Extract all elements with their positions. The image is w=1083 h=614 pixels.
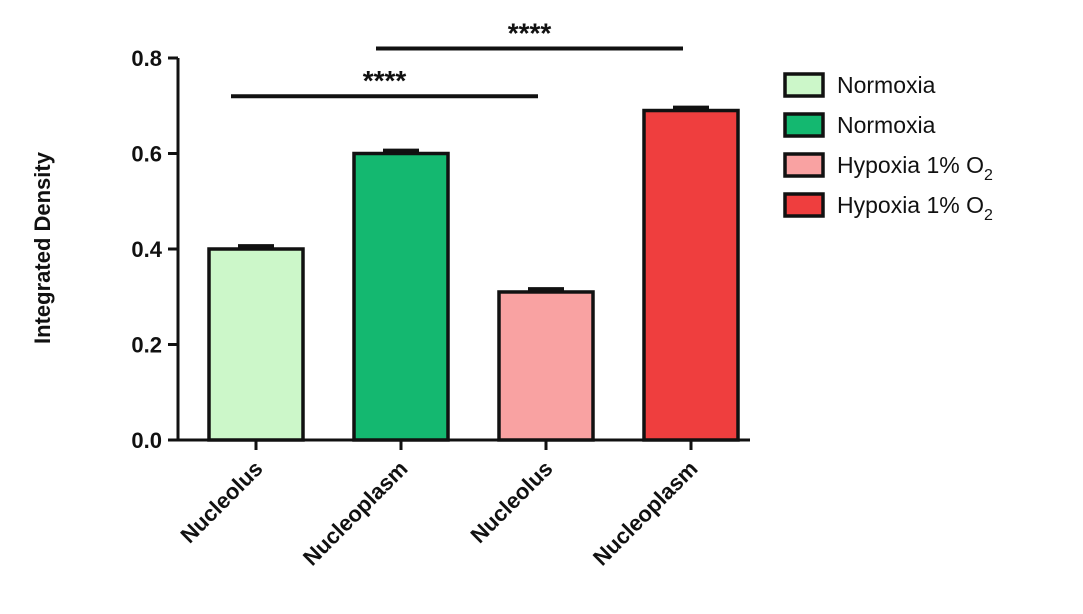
legend-label-1: Normoxia	[837, 72, 936, 98]
legend-swatch-1	[783, 72, 825, 98]
y-tick-label: 0.4	[131, 237, 162, 262]
significance-label-2: ****	[508, 17, 552, 48]
y-tick-label: 0.6	[131, 142, 162, 167]
legend-label-4: Hypoxia 1% O2	[837, 192, 993, 224]
y-tick-label: 0.2	[131, 333, 162, 358]
x-tick-label: Nucleolus	[466, 456, 558, 548]
bar-1	[207, 247, 305, 442]
significance-label-1: ****	[363, 65, 407, 96]
bar-2	[352, 151, 450, 442]
bar-3	[497, 290, 595, 442]
x-tick-label: Nucleoplasm	[588, 456, 703, 571]
y-tick-label: 0.8	[131, 46, 162, 71]
legend-swatch-3	[783, 152, 825, 178]
y-tick-label: 0.0	[131, 428, 162, 453]
y-axis-label: Integrated Density	[30, 151, 55, 344]
legend-swatch-4	[783, 192, 825, 218]
x-tick-label: Nucleoplasm	[298, 456, 413, 571]
legend-label-2: Normoxia	[837, 112, 936, 138]
bar-4	[642, 108, 740, 442]
legend-swatch-2	[783, 112, 825, 138]
x-tick-label: Nucleolus	[176, 456, 268, 548]
legend-label-3: Hypoxia 1% O2	[837, 152, 993, 184]
